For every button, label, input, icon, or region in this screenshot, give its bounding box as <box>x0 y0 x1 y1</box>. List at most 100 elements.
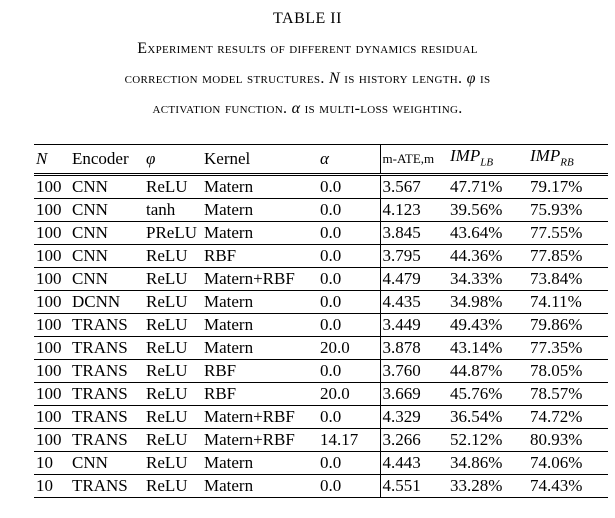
cell-encoder: CNN <box>70 173 144 200</box>
cell-alpha: 0.0 <box>318 405 380 430</box>
header-row: N Encoder φ Kernel α m-ATE,m IMPLB IMPRB <box>34 143 608 176</box>
table-row: 10 TRANS ReLU Matern 0.0 4.551 33.28% 74.43% <box>34 474 608 499</box>
cell-imp-rb: 77.85% <box>528 244 608 269</box>
cell-imp-lb: 39.56% <box>448 198 528 223</box>
caption-line-2-part-a: correction model structures. <box>124 70 329 87</box>
cell-phi: ReLU <box>144 244 202 269</box>
cell-n: 100 <box>34 173 70 200</box>
table-label: TABLE II <box>273 10 342 27</box>
cell-imp-lb: 45.76% <box>448 382 528 407</box>
cell-n: 100 <box>34 336 70 361</box>
caption-line-3-part-a: activation function. <box>152 100 292 117</box>
table-row: 100 CNN tanh Matern 0.0 4.123 39.56% 75.93% <box>34 198 608 223</box>
cell-encoder: CNN <box>70 221 144 246</box>
cell-mate: 4.435 <box>379 290 448 315</box>
cell-encoder: TRANS <box>70 359 144 384</box>
header-alpha: α <box>318 143 380 176</box>
cell-imp-lb: 44.87% <box>448 359 528 384</box>
cell-kernel: RBF <box>202 382 318 407</box>
cell-encoder: TRANS <box>70 336 144 361</box>
cell-imp-rb: 79.17% <box>528 173 608 200</box>
cell-n: 100 <box>34 221 70 246</box>
cell-encoder: CNN <box>70 267 144 292</box>
cell-encoder: CNN <box>70 451 144 476</box>
cell-kernel: Matern <box>202 173 318 200</box>
header-mate: m-ATE,m <box>379 143 448 176</box>
cell-phi: PReLU <box>144 221 202 246</box>
cell-alpha: 0.0 <box>318 198 380 223</box>
cell-phi: ReLU <box>144 428 202 453</box>
caption-line-3: activation function. α is multi-loss wei… <box>0 100 615 118</box>
header-encoder: Encoder <box>70 143 144 176</box>
cell-phi: ReLU <box>144 173 202 200</box>
cell-mate: 4.123 <box>379 198 448 223</box>
cell-imp-lb: 36.54% <box>448 405 528 430</box>
cell-mate: 3.760 <box>379 359 448 384</box>
cell-mate: 3.449 <box>379 313 448 338</box>
cell-imp-lb: 44.36% <box>448 244 528 269</box>
table-row: 100 TRANS ReLU RBF 0.0 3.760 44.87% 78.05% <box>34 359 608 384</box>
table-row: 100 CNN ReLU Matern 0.0 3.567 47.71% 79.17% <box>34 173 608 200</box>
caption-line-1-text: Experiment results of different dynamics… <box>137 40 478 57</box>
cell-imp-lb: 34.98% <box>448 290 528 315</box>
cell-phi: ReLU <box>144 405 202 430</box>
cell-phi: ReLU <box>144 290 202 315</box>
cell-imp-lb: 34.86% <box>448 451 528 476</box>
cell-imp-lb: 34.33% <box>448 267 528 292</box>
cell-phi: tanh <box>144 198 202 223</box>
table-row: 100 CNN ReLU Matern+RBF 0.0 4.479 34.33% 73.84% <box>34 267 608 292</box>
header-imp-rb: IMPRB <box>528 143 608 176</box>
cell-n: 100 <box>34 382 70 407</box>
cell-mate: 3.567 <box>379 173 448 200</box>
cell-n: 100 <box>34 290 70 315</box>
cell-alpha: 0.0 <box>318 451 380 476</box>
cell-kernel: Matern+RBF <box>202 428 318 453</box>
cell-alpha: 0.0 <box>318 290 380 315</box>
cell-kernel: Matern <box>202 336 318 361</box>
caption-var-alpha: α <box>291 100 301 117</box>
table-row: 100 TRANS ReLU Matern 0.0 3.449 49.43% 79.86% <box>34 313 608 338</box>
cell-alpha: 0.0 <box>318 173 380 200</box>
cell-imp-rb: 75.93% <box>528 198 608 223</box>
cell-alpha: 0.0 <box>318 359 380 384</box>
cell-mate: 3.669 <box>379 382 448 407</box>
cell-n: 100 <box>34 405 70 430</box>
cell-encoder: TRANS <box>70 474 144 499</box>
cell-n: 100 <box>34 359 70 384</box>
cell-imp-lb: 33.28% <box>448 474 528 499</box>
cell-encoder: TRANS <box>70 313 144 338</box>
cell-mate: 4.551 <box>379 474 448 499</box>
cell-imp-rb: 74.72% <box>528 405 608 430</box>
table-row: 10 CNN ReLU Matern 0.0 4.443 34.86% 74.06% <box>34 451 608 476</box>
cell-imp-rb: 74.43% <box>528 474 608 499</box>
caption-line-2-part-b: is history length. <box>339 70 467 87</box>
cell-n: 10 <box>34 474 70 499</box>
cell-encoder: CNN <box>70 244 144 269</box>
cell-encoder: TRANS <box>70 405 144 430</box>
cell-mate: 4.443 <box>379 451 448 476</box>
cell-kernel: RBF <box>202 359 318 384</box>
table-row: 100 TRANS ReLU Matern+RBF 0.0 4.329 36.54% 74.7… <box>34 405 608 430</box>
cell-kernel: Matern <box>202 221 318 246</box>
cell-mate: 3.878 <box>379 336 448 361</box>
cell-imp-lb: 43.14% <box>448 336 528 361</box>
cell-imp-rb: 77.55% <box>528 221 608 246</box>
table-row: 100 CNN PReLU Matern 0.0 3.845 43.64% 77.55% <box>34 221 608 246</box>
cell-kernel: Matern <box>202 474 318 499</box>
cell-imp-rb: 74.11% <box>528 290 608 315</box>
caption-line-2-part-c: is <box>475 70 491 87</box>
table-row: 100 CNN ReLU RBF 0.0 3.795 44.36% 77.85% <box>34 244 608 269</box>
cell-alpha: 0.0 <box>318 474 380 499</box>
table-row: 100 DCNN ReLU Matern 0.0 4.435 34.98% 74.11% <box>34 290 608 315</box>
caption-line-3-part-b: is multi-loss weighting. <box>300 100 463 117</box>
header-n: N <box>34 143 70 176</box>
cell-alpha: 0.0 <box>318 221 380 246</box>
cell-n: 100 <box>34 428 70 453</box>
table-body: 100 CNN ReLU Matern 0.0 3.567 47.71% 79.17% 100 C… <box>34 173 608 499</box>
caption-line-1: Experiment results of different dynamics… <box>0 40 615 58</box>
cell-phi: ReLU <box>144 267 202 292</box>
header-kernel: Kernel <box>202 143 318 176</box>
cell-imp-rb: 78.05% <box>528 359 608 384</box>
cell-kernel: Matern <box>202 198 318 223</box>
cell-mate: 3.845 <box>379 221 448 246</box>
